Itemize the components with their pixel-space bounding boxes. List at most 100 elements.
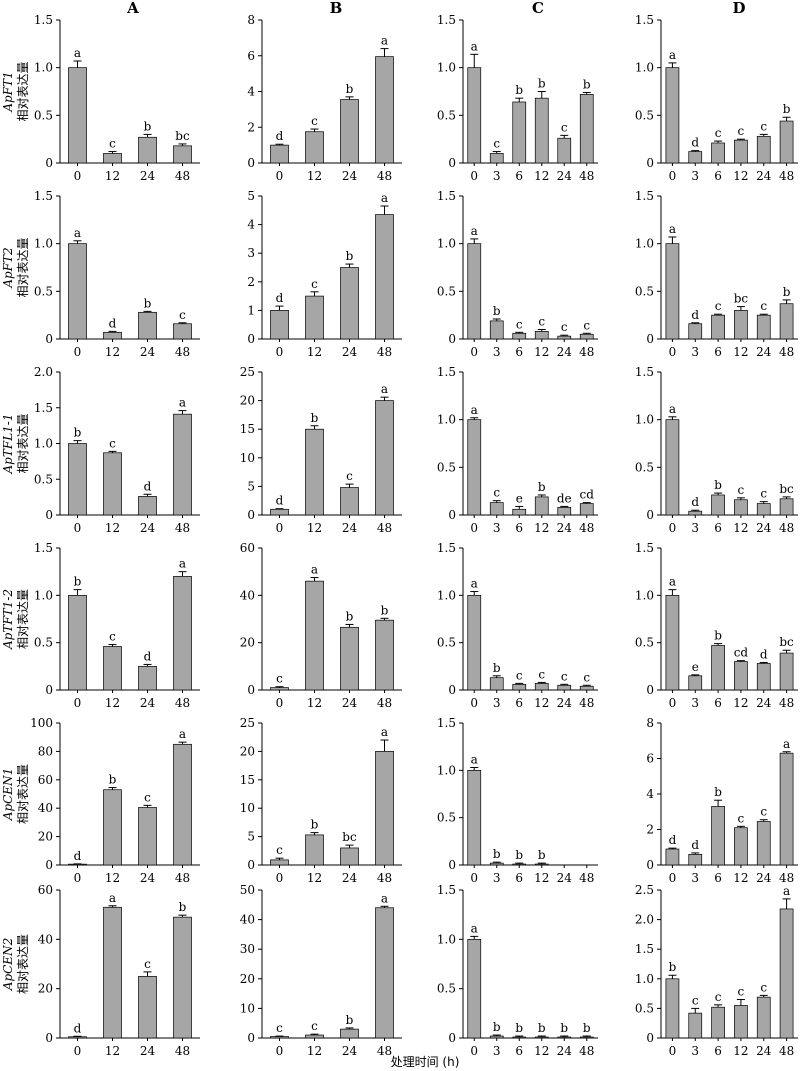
- significance-letter: d: [691, 308, 699, 322]
- y-tick-label: 0: [247, 683, 255, 697]
- x-tick-label: 6: [515, 696, 523, 710]
- y-tick-label: 1.5: [437, 189, 456, 203]
- bar: [579, 94, 594, 164]
- y-tick-label: 0: [45, 1031, 53, 1045]
- x-tick-label: 48: [779, 696, 794, 710]
- significance-letter: de: [557, 491, 572, 505]
- x-tick-label: 3: [493, 871, 501, 885]
- significance-letter: c: [760, 299, 767, 313]
- y-tick-label: 1.0: [635, 588, 654, 602]
- significance-letter: a: [381, 891, 388, 905]
- y-tick-label: 40: [240, 913, 255, 927]
- x-tick-label: 12: [733, 696, 748, 710]
- y-tick-label: 1.0: [437, 61, 456, 75]
- y-axis-title: 相对表达量: [16, 764, 30, 824]
- bar: [173, 413, 192, 516]
- bar: [173, 916, 192, 1039]
- x-tick-label: 6: [714, 345, 722, 359]
- y-tick-label: 0.5: [635, 284, 654, 298]
- bar: [138, 807, 157, 866]
- bar: [557, 684, 572, 691]
- significance-letter: b: [714, 629, 722, 643]
- y-tick-label: 15: [240, 773, 255, 787]
- y-tick-label: 1.0: [34, 61, 53, 75]
- y-tick-label: 40: [38, 932, 53, 946]
- y-tick-label: 0: [646, 858, 654, 872]
- bar: [270, 859, 289, 866]
- y-tick-label: 0: [448, 1031, 456, 1045]
- x-tick-label: 24: [557, 521, 573, 535]
- x-tick-label: 0: [74, 1044, 82, 1058]
- bar: [103, 906, 122, 1039]
- bar: [756, 821, 771, 866]
- x-tick-label: 48: [175, 696, 190, 710]
- x-tick-label: 0: [669, 521, 677, 535]
- row-label-apft1: ApFT1 相对表达量: [1, 61, 30, 121]
- y-tick-label: 1.5: [34, 189, 53, 203]
- x-tick-label: 12: [534, 521, 549, 535]
- y-tick-label: 6: [646, 752, 654, 766]
- bar: [512, 863, 527, 866]
- panel-aptft1-2-c: 0 0.5 1.0 1.5 a 0 b 3 c 6 c 12 c 24 c 48: [437, 541, 598, 710]
- bar: [711, 314, 725, 340]
- bar: [340, 267, 359, 340]
- y-tick-label: 0: [247, 508, 255, 522]
- significance-letter: b: [538, 1021, 546, 1035]
- y-tick-label: 1.5: [635, 365, 654, 379]
- y-tick-label: 2: [247, 275, 255, 289]
- significance-letter: a: [471, 403, 478, 417]
- bar: [512, 683, 527, 691]
- y-tick-label: 1.0: [437, 237, 456, 251]
- significance-letter: b: [493, 304, 501, 318]
- bar: [665, 243, 680, 340]
- x-tick-label: 24: [342, 871, 358, 885]
- significance-letter: a: [179, 727, 186, 741]
- bar: [779, 652, 794, 691]
- significance-letter: c: [276, 1021, 283, 1035]
- significance-letter: b: [144, 119, 152, 133]
- x-tick-label: 6: [714, 696, 722, 710]
- x-tick-label: 24: [756, 696, 772, 710]
- significance-letter: b: [179, 900, 187, 914]
- bar: [68, 1036, 87, 1039]
- significance-letter: c: [516, 668, 523, 682]
- y-tick-label: 8: [646, 716, 654, 730]
- x-tick-label: 24: [140, 1044, 156, 1058]
- bar: [173, 323, 192, 340]
- bar: [489, 677, 504, 691]
- y-tick-label: 1: [247, 303, 255, 317]
- x-tick-label: 48: [377, 345, 392, 359]
- x-tick-label: 0: [74, 696, 82, 710]
- x-tick-label: 24: [140, 345, 156, 359]
- y-tick-label: 1.5: [437, 883, 456, 897]
- significance-letter: c: [109, 630, 116, 644]
- x-tick-label: 3: [691, 169, 699, 183]
- significance-letter: c: [276, 843, 283, 857]
- y-tick-label: 40: [38, 801, 53, 815]
- y-tick-label: 1.5: [34, 541, 53, 555]
- x-tick-label: 12: [307, 345, 322, 359]
- bar: [665, 419, 680, 516]
- bar: [305, 131, 324, 164]
- x-tick-label: 12: [534, 169, 549, 183]
- significance-letter: b: [311, 411, 319, 425]
- significance-letter: d: [691, 136, 699, 150]
- x-tick-label: 0: [276, 1044, 284, 1058]
- significance-letter: d: [276, 291, 284, 305]
- x-tick-label: 12: [105, 1044, 120, 1058]
- significance-letter: a: [179, 396, 186, 410]
- panel-apft1-c: 0 0.5 1.0 1.5 a 0 c 3 b 6 b 12 c 24 b 48: [437, 13, 598, 183]
- x-tick-label: 0: [276, 169, 284, 183]
- y-tick-label: 50: [240, 883, 255, 897]
- panel-apft1-a: 0 0.5 1.0 1.5 a 0 c 12 b 24 bc 48: [34, 13, 200, 183]
- y-tick-label: 1.0: [437, 588, 456, 602]
- x-tick-label: 0: [669, 345, 677, 359]
- bar: [557, 1036, 572, 1039]
- y-tick-label: 1.5: [635, 189, 654, 203]
- significance-letter: c: [538, 667, 545, 681]
- bar: [579, 685, 594, 691]
- x-tick-label: 6: [515, 169, 523, 183]
- y-tick-label: 60: [38, 773, 53, 787]
- bar: [68, 67, 87, 164]
